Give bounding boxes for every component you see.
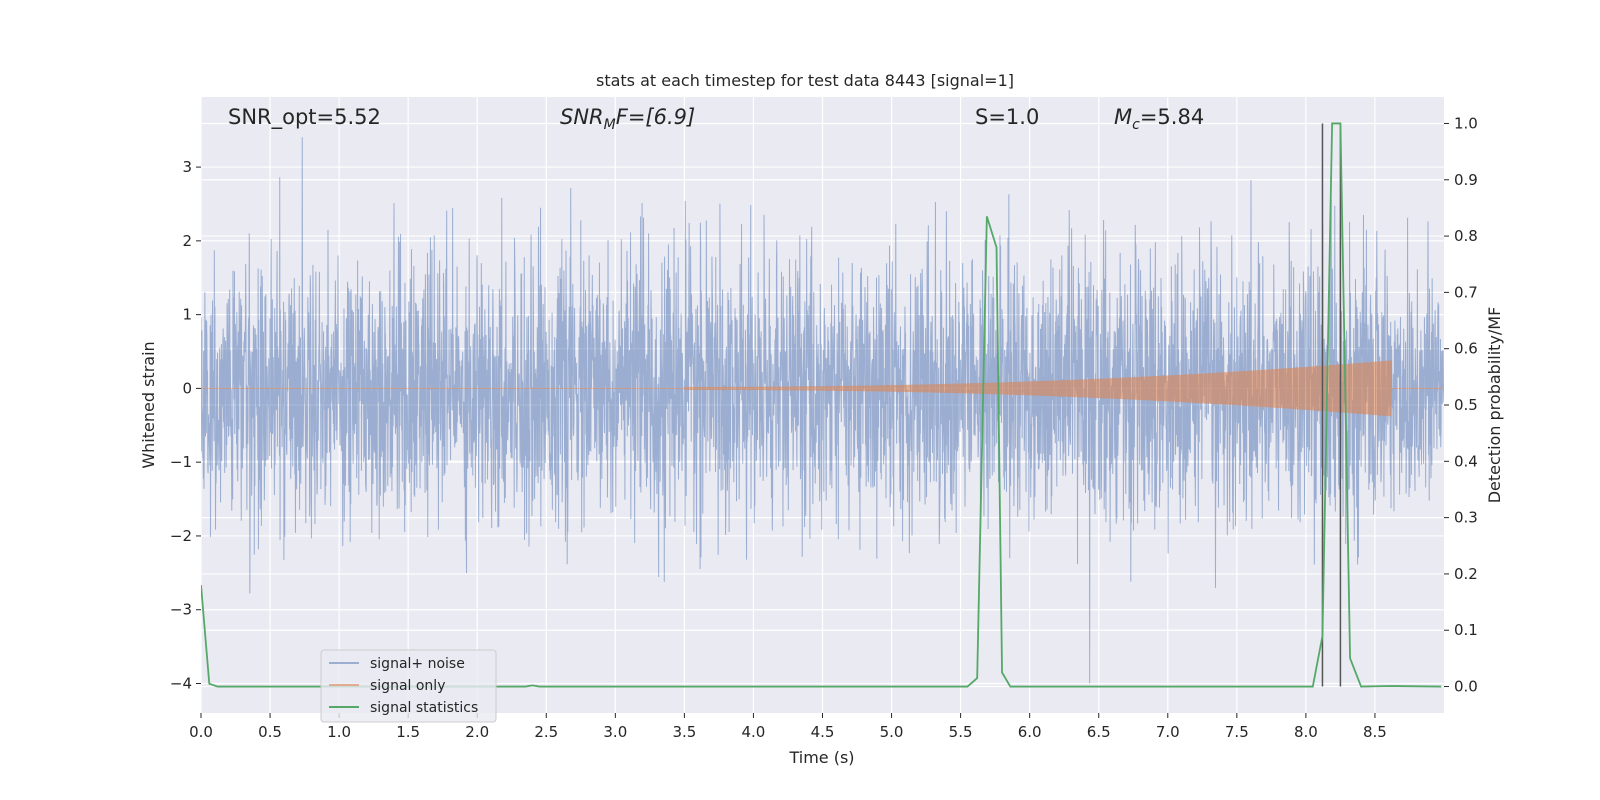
- snr-mf-annotation: SNRMF=[6.9]: [560, 105, 695, 133]
- y2-tick-label: 0.6: [1454, 340, 1478, 358]
- x-tick-label: 0.5: [258, 723, 282, 741]
- signal-only-line: [201, 360, 1444, 417]
- y2-axis-ticks: 1.0 0.9 0.8 0.7 0.6 0.5 0.4 0.3 0.2 0.1 0.0: [1444, 114, 1478, 696]
- y2-tick-label: 0.7: [1454, 283, 1478, 301]
- y-tick-label: −4: [170, 674, 192, 692]
- y2-tick-label: 0.4: [1454, 452, 1478, 470]
- y-tick-label: 0: [182, 379, 192, 397]
- x-tick-label: 4.5: [811, 723, 835, 741]
- s-value-annotation: S=1.0: [975, 105, 1039, 129]
- y2-tick-label: 0.2: [1454, 565, 1478, 583]
- x-tick-label: 1.5: [396, 723, 420, 741]
- signal-statistics-series: [201, 122, 1442, 688]
- legend-label-noise: signal+ noise: [370, 656, 465, 672]
- x-tick-label: 4.0: [742, 723, 766, 741]
- x-tick-label: 5.0: [880, 723, 904, 741]
- x-tick-label: 5.5: [949, 723, 973, 741]
- y2-tick-label: 1.0: [1454, 114, 1478, 132]
- legend-label-stats: signal statistics: [370, 700, 478, 716]
- x-tick-label: 8.0: [1294, 723, 1318, 741]
- y-tick-label: −3: [170, 601, 192, 619]
- y2-tick-label: 0.9: [1454, 171, 1478, 189]
- y2-tick-label: 0.3: [1454, 509, 1478, 527]
- x-tick-label: 3.5: [672, 723, 696, 741]
- signal-plus-noise-line: [201, 137, 1444, 684]
- signal-plus-noise-series: [201, 137, 1444, 684]
- x-tick-label: 2.5: [534, 723, 558, 741]
- y2-axis-label: Detection probability/MF: [1485, 307, 1504, 504]
- y-axis-ticks: 3 2 1 0 −1 −2 −3 −4: [170, 158, 201, 692]
- y2-tick-label: 0.5: [1454, 396, 1478, 414]
- x-tick-label: 2.0: [465, 723, 489, 741]
- y2-tick-label: 0.1: [1454, 621, 1478, 639]
- x-tick-label: 6.5: [1087, 723, 1111, 741]
- x-tick-label: 8.5: [1363, 723, 1387, 741]
- y-tick-label: −2: [170, 527, 192, 545]
- y-tick-label: 1: [182, 306, 192, 324]
- x-tick-label: 7.0: [1156, 723, 1180, 741]
- x-axis-label: Time (s): [788, 748, 854, 767]
- mc-annotation: Mc=5.84: [1114, 105, 1204, 133]
- x-tick-label: 6.0: [1018, 723, 1042, 741]
- signal-only-series: [201, 360, 1444, 417]
- x-tick-label: 7.5: [1225, 723, 1249, 741]
- y2-tick-label: 0.8: [1454, 227, 1478, 245]
- x-axis-ticks: 0.0 0.5 1.0 1.5 2.0 2.5 3.0 3.5 4.0 4.5 5.0 5.5 6.0 6…: [189, 713, 1387, 741]
- y-tick-label: −1: [170, 453, 192, 471]
- y2-tick-label: 0.0: [1454, 678, 1478, 696]
- snr-opt-annotation: SNR_opt=5.52: [228, 105, 381, 130]
- signal-statistics-line: [201, 122, 1442, 688]
- x-tick-label: 0.0: [189, 723, 213, 741]
- y-tick-label: 3: [182, 158, 192, 176]
- chart-title: stats at each timestep for test data 844…: [596, 71, 1014, 90]
- legend-label-signal: signal only: [370, 678, 445, 694]
- legend: signal+ noise signal only signal statist…: [320, 649, 497, 723]
- y-tick-label: 2: [182, 232, 192, 250]
- x-tick-label: 1.0: [327, 723, 351, 741]
- legend-box: [320, 649, 497, 723]
- y-axis-label: Whitened strain: [139, 341, 158, 468]
- x-tick-label: 3.0: [603, 723, 627, 741]
